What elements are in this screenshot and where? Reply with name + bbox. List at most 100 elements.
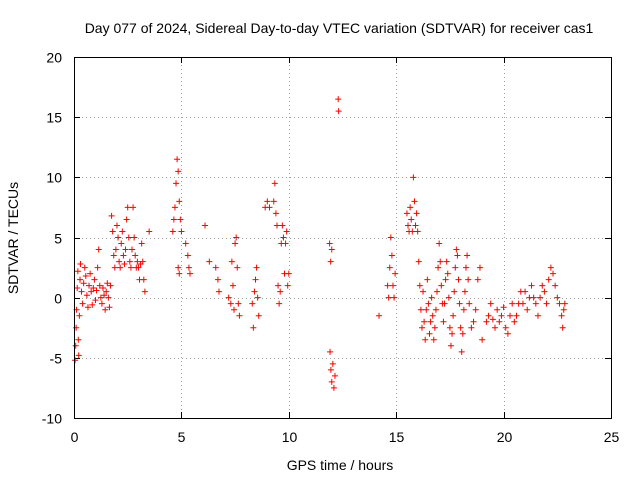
data-point (513, 312, 520, 319)
data-point (326, 240, 333, 247)
data-point (109, 228, 116, 235)
data-point (330, 384, 337, 391)
data-point (275, 282, 282, 289)
data-point (438, 282, 445, 289)
y-tick-label: 20 (46, 50, 62, 66)
data-point (414, 228, 421, 235)
data-point (235, 300, 242, 307)
data-point (215, 288, 222, 295)
data-point (470, 318, 477, 325)
data-point (117, 264, 124, 271)
data-point (116, 258, 123, 265)
data-point (280, 234, 287, 241)
x-tick-label: 15 (389, 429, 405, 445)
data-point (498, 312, 505, 319)
data-point (88, 288, 95, 295)
data-point (556, 300, 563, 307)
data-point (227, 300, 234, 307)
data-point (444, 270, 451, 277)
data-point (539, 282, 546, 289)
data-point (534, 312, 541, 319)
data-point (132, 252, 139, 259)
data-point (558, 312, 565, 319)
data-point (455, 276, 462, 283)
data-point (450, 312, 457, 319)
data-point (428, 294, 435, 301)
data-point (175, 168, 182, 175)
data-point (441, 300, 448, 307)
data-point (385, 294, 392, 301)
data-point (554, 294, 561, 301)
data-point (412, 222, 419, 229)
data-point (139, 258, 146, 265)
data-point (494, 306, 501, 313)
data-point (107, 282, 114, 289)
data-point (130, 204, 137, 211)
x-tick-label: 20 (497, 429, 513, 445)
x-tick-label: 10 (282, 429, 298, 445)
data-point (485, 312, 492, 319)
data-point (479, 336, 486, 343)
data-point (77, 276, 84, 283)
data-point (440, 318, 447, 325)
data-point (93, 287, 100, 294)
data-point (271, 180, 278, 187)
data-point (387, 234, 394, 241)
data-point (431, 324, 438, 331)
data-point (335, 96, 342, 103)
data-point (423, 306, 430, 313)
data-point (437, 258, 444, 265)
data-point (559, 324, 566, 331)
data-point (276, 300, 283, 307)
data-point (435, 264, 442, 271)
x-tick-label: 5 (178, 429, 186, 445)
data-point (447, 342, 454, 349)
data-point (429, 312, 436, 319)
data-point (552, 282, 559, 289)
data-point (509, 300, 516, 307)
data-point (254, 294, 261, 301)
data-point (103, 288, 110, 295)
data-point (92, 297, 99, 304)
data-point (91, 276, 98, 283)
data-point (234, 264, 241, 271)
data-point (460, 306, 467, 313)
data-point (408, 216, 415, 223)
data-point (233, 234, 240, 241)
data-point (81, 264, 88, 271)
data-point (550, 270, 557, 277)
data-point (251, 288, 258, 295)
data-point (449, 330, 456, 337)
axis-ticks: 0 5 10 15 20 25 -10 -5 0 5 10 15 20 (42, 50, 620, 446)
data-point (175, 264, 182, 271)
y-tick-label: 0 (54, 291, 62, 307)
data-point (528, 282, 535, 289)
data-point (389, 282, 396, 289)
data-point (232, 240, 239, 247)
data-point (202, 222, 209, 229)
data-point (329, 360, 336, 367)
data-point (405, 222, 412, 229)
data-point (443, 258, 450, 265)
data-point (176, 270, 183, 277)
data-point (411, 198, 418, 205)
data-point (543, 300, 550, 307)
data-point (229, 282, 236, 289)
data-point (94, 264, 101, 271)
data-point (185, 264, 192, 271)
data-point (87, 270, 94, 277)
data-point (335, 108, 342, 115)
data-point (127, 264, 134, 271)
data-point (392, 270, 399, 277)
data-point (500, 304, 507, 311)
data-point (186, 270, 193, 277)
data-point (228, 258, 235, 265)
y-tick-label: -5 (50, 351, 63, 367)
data-point (285, 270, 292, 277)
data-point (457, 324, 464, 331)
data-point (79, 300, 86, 307)
data-point (386, 264, 393, 271)
data-point (487, 300, 494, 307)
y-tick-label: 5 (54, 231, 62, 247)
data-point (124, 204, 131, 211)
